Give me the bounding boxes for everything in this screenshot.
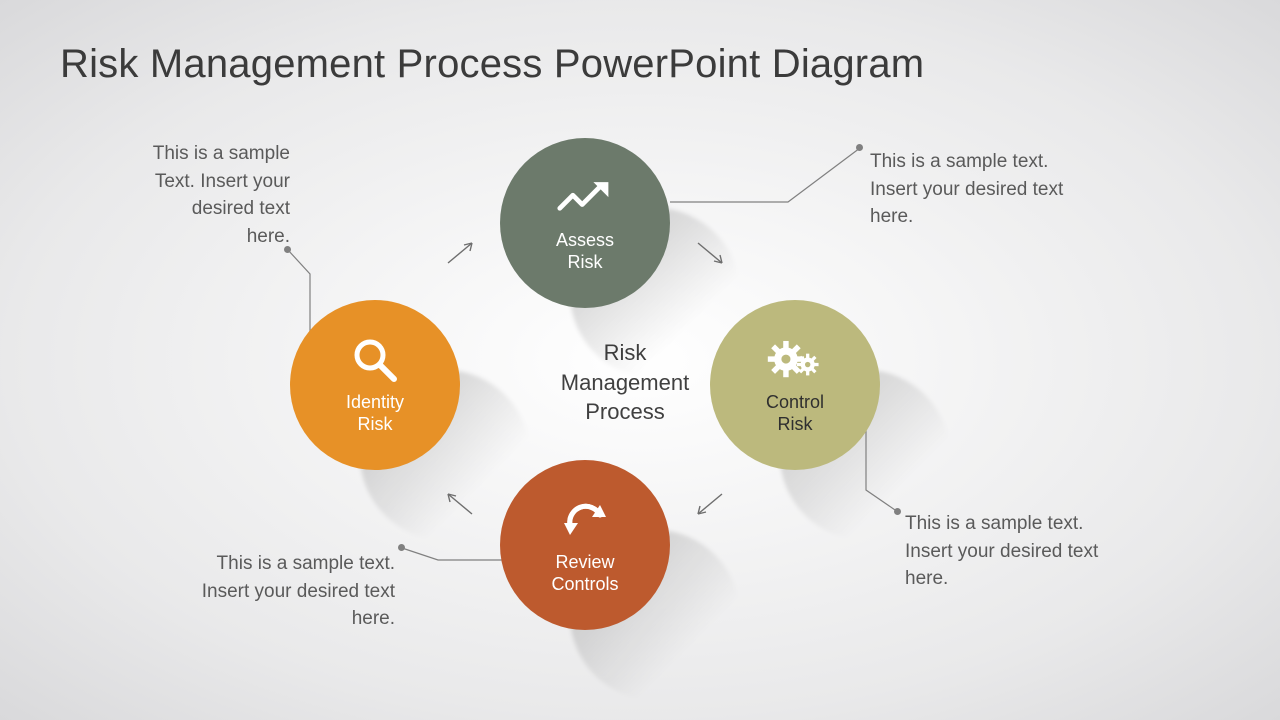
node-disc: Identity Risk: [290, 300, 460, 470]
callout-review-controls: This is a sample text. Insert your desir…: [150, 550, 395, 633]
node-label: Review Controls: [551, 551, 618, 596]
node-review-controls: Review Controls: [500, 460, 670, 630]
flow-arrow-top-right: [688, 235, 732, 271]
node-assess-risk: Assess Risk: [500, 138, 670, 308]
gears-icon: [766, 335, 824, 385]
leader-line: [398, 542, 508, 582]
node-identity-risk: Identity Risk: [290, 300, 460, 470]
flow-arrow-bottom-left: [440, 486, 484, 522]
node-label: Assess Risk: [556, 229, 614, 274]
magnifier-icon: [346, 335, 404, 385]
node-disc: Control Risk: [710, 300, 880, 470]
callout-identity-risk: This is a sample Text. Insert your desir…: [115, 140, 290, 250]
node-disc: Assess Risk: [500, 138, 670, 308]
callout-control-risk: This is a sample text. Insert your desir…: [905, 510, 1165, 593]
leader-line: [668, 140, 868, 220]
node-label: Identity Risk: [346, 391, 404, 436]
diagram-stage: Risk Management Process Assess Risk: [0, 0, 1280, 720]
node-control-risk: Control Risk: [710, 300, 880, 470]
node-disc: Review Controls: [500, 460, 670, 630]
trend-up-icon: [556, 173, 614, 223]
leader-line: [862, 420, 932, 520]
cycle-icon: [556, 495, 614, 545]
node-label: Control Risk: [766, 391, 824, 436]
flow-arrow-left-top: [440, 235, 484, 271]
callout-assess-risk: This is a sample text. Insert your desir…: [870, 148, 1130, 231]
flow-arrow-right-bottom: [688, 486, 732, 522]
